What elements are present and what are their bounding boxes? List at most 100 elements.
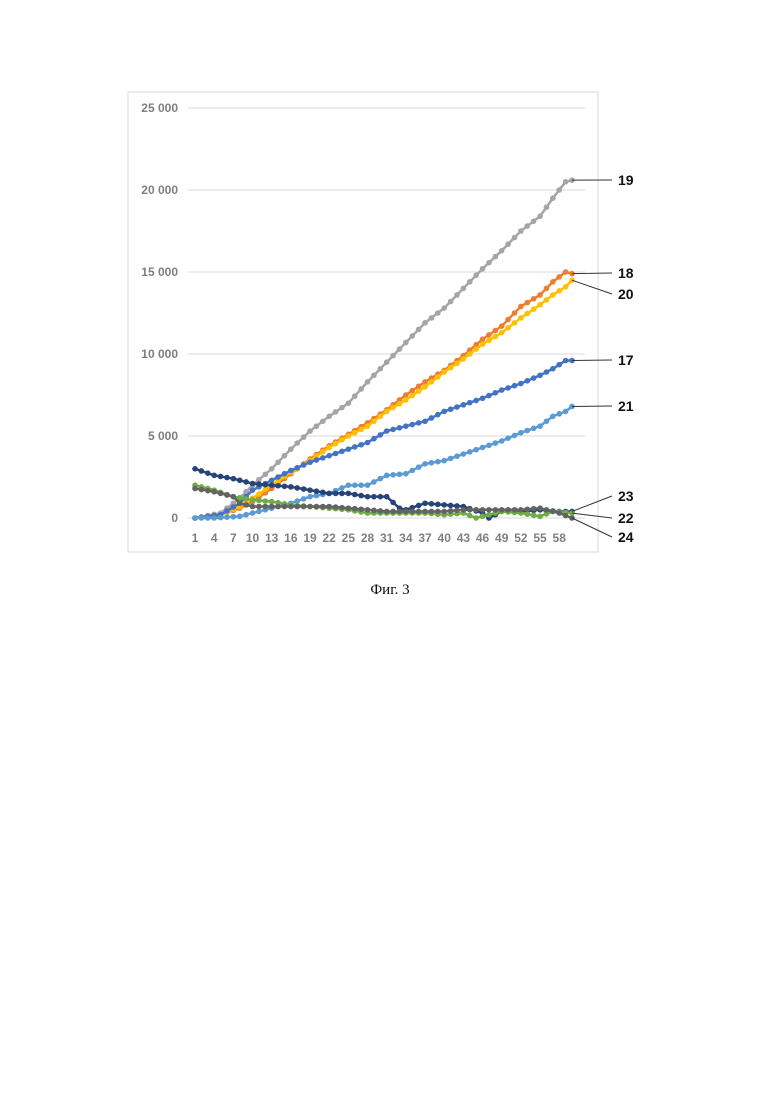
data-point [403,423,409,429]
y-tick-label: 20 000 [141,183,178,197]
data-point [199,468,205,474]
data-point [218,515,224,521]
data-point [563,179,569,185]
data-point [524,223,530,229]
data-point [358,386,364,392]
data-point [352,444,358,450]
x-tick-label: 34 [399,531,413,545]
data-point [454,453,460,459]
data-point [378,432,384,438]
data-point [473,507,479,513]
data-point [365,482,371,488]
data-point [518,381,524,387]
data-point [544,418,550,424]
data-point [544,369,550,375]
data-point [518,315,524,321]
x-tick-label: 7 [230,531,237,545]
data-point [531,375,537,381]
data-point [409,509,415,515]
data-point [358,493,364,499]
data-point [416,464,422,470]
data-point [371,508,377,514]
data-point [275,474,281,480]
data-point [556,288,562,294]
data-point [339,485,345,491]
data-point [294,465,300,471]
data-point [224,475,230,481]
data-point [358,427,364,433]
data-point [371,418,377,424]
x-tick-label: 13 [265,531,279,545]
data-point [454,360,460,366]
data-point [467,351,473,357]
data-point [352,393,358,399]
data-point [384,473,390,479]
data-point [224,508,230,514]
data-point [422,461,428,467]
data-point [486,507,492,513]
data-point [378,494,384,500]
data-point [371,436,377,442]
data-point [365,440,371,446]
data-point [524,428,530,434]
data-point [307,428,313,434]
data-point [486,332,492,338]
data-point [473,515,479,521]
data-point [467,279,473,285]
data-point [378,508,384,514]
data-point [524,300,530,306]
data-point [556,187,562,193]
data-point [467,513,473,519]
data-point [243,479,249,485]
data-point [320,449,326,455]
data-point [441,409,447,415]
x-tick-label: 46 [476,531,490,545]
data-point [256,498,262,504]
data-point [275,504,281,510]
data-point [441,369,447,375]
x-tick-label: 25 [342,531,356,545]
data-point [199,515,205,521]
data-point [512,235,518,241]
data-point [563,358,569,364]
data-point [429,460,435,466]
data-point [409,468,415,474]
data-point [524,506,530,512]
data-point [441,305,447,311]
data-point [314,457,320,463]
data-point [326,414,332,420]
data-point [307,459,313,465]
data-point [403,509,409,515]
data-point [416,509,422,515]
data-point [480,341,486,347]
y-tick-label: 10 000 [141,347,178,361]
data-point [365,423,371,429]
data-point [435,310,441,316]
data-point [499,248,505,254]
data-point [282,471,288,477]
data-point [294,485,300,491]
data-point [435,509,441,515]
data-point [250,481,256,487]
data-point [512,433,518,439]
data-point [262,498,268,504]
data-point [333,451,339,457]
data-point [390,509,396,515]
data-point [211,515,217,521]
data-point [493,328,499,334]
data-point [262,471,268,477]
data-point [563,269,569,275]
data-point [486,338,492,344]
data-point [473,447,479,453]
data-point [544,204,550,210]
data-point [518,228,524,234]
series-label-18: 18 [618,265,634,281]
data-point [352,430,358,436]
data-point [326,453,332,459]
data-point [301,434,307,440]
data-point [378,366,384,372]
data-point [518,430,524,436]
x-tick-label: 52 [514,531,528,545]
data-point [531,296,537,302]
data-point [320,490,326,496]
